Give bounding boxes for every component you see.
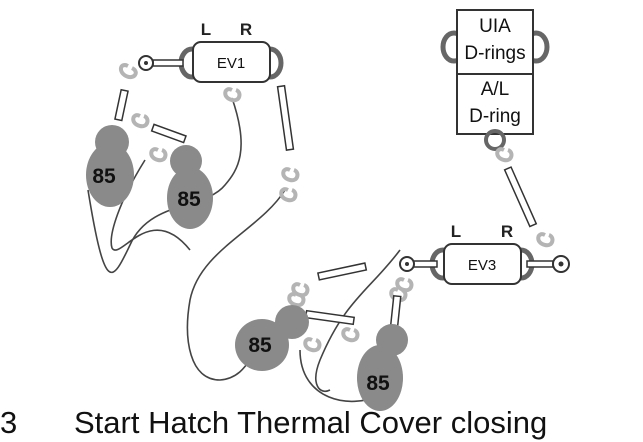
ev1-label: EV1 — [217, 55, 245, 72]
ev3-left-eye-core — [405, 262, 409, 266]
ev3-hooks — [287, 277, 414, 353]
ev3-unit: EV3 L R — [399, 222, 570, 285]
tether-tube — [304, 309, 356, 326]
ev3-left-label: L — [451, 222, 461, 241]
ev1-box — [192, 41, 271, 83]
ev1-connector-bar — [152, 59, 184, 67]
ev1-right-label: R — [240, 20, 252, 39]
al-ring — [484, 129, 506, 151]
uia-dring-label: D-rings — [464, 43, 525, 64]
hook-icon — [395, 277, 414, 293]
hook-icon — [131, 113, 150, 129]
equipment-bag — [235, 319, 289, 371]
ev1-tubes — [114, 84, 295, 151]
hook-icon — [341, 327, 360, 343]
ev1-unit: EV1 L R — [138, 20, 284, 83]
tether-tube — [276, 84, 295, 151]
caption-text: Start Hatch Thermal Cover closing — [74, 405, 548, 440]
ev3-box — [443, 243, 522, 285]
hook-icon — [281, 167, 300, 183]
caption-number: 3 — [0, 405, 18, 440]
equipment-bag — [357, 345, 403, 411]
tether-tube — [317, 262, 368, 281]
al-dring-label: D-ring — [469, 106, 521, 127]
ev3-left-bar — [412, 260, 438, 268]
hook-icon — [149, 147, 168, 163]
ev1-left-label: L — [201, 20, 211, 39]
ev3-label: EV3 — [468, 257, 496, 274]
ev3-right-label: R — [501, 222, 513, 241]
tether-tube — [150, 123, 187, 144]
ev3-tubes — [304, 262, 402, 332]
hook-icon — [495, 147, 514, 163]
dring-stack: UIA D-rings A/L D-ring — [440, 9, 555, 248]
uia-box — [456, 9, 534, 75]
hook-icon — [279, 187, 298, 203]
bag-group-3: 85 — [235, 305, 309, 371]
bag-group-2: 85 — [167, 145, 213, 229]
tether-line-3 — [186, 189, 286, 381]
ev3-right-bar — [526, 260, 554, 268]
equipment-bag — [86, 143, 134, 207]
al-box — [456, 73, 534, 135]
hook-icon — [287, 292, 306, 308]
hook-icon — [536, 232, 555, 248]
figure-caption: 3 Start Hatch Thermal Cover closing — [0, 404, 643, 442]
equipment-bag — [167, 167, 213, 229]
tether-tube — [114, 88, 129, 122]
bag-label: 85 — [92, 165, 116, 188]
bag-label: 85 — [177, 188, 201, 211]
bag-group-4: 85 — [357, 324, 408, 411]
bag-group-1: 85 — [86, 125, 134, 207]
ev1-left-eye-core — [144, 61, 148, 65]
hook-icon — [223, 87, 242, 103]
tether-tube — [503, 166, 538, 228]
tether-line-4 — [315, 249, 401, 392]
ev3-right-eye-core — [558, 261, 564, 267]
bag-label: 85 — [366, 372, 390, 395]
tether-line-1 — [87, 97, 242, 273]
hook-icon — [119, 63, 138, 79]
bag-label: 85 — [248, 334, 272, 357]
uia-label: UIA — [479, 16, 511, 37]
hook-icon — [303, 337, 322, 353]
ev1-hooks — [119, 63, 300, 203]
al-label: A/L — [481, 79, 510, 100]
